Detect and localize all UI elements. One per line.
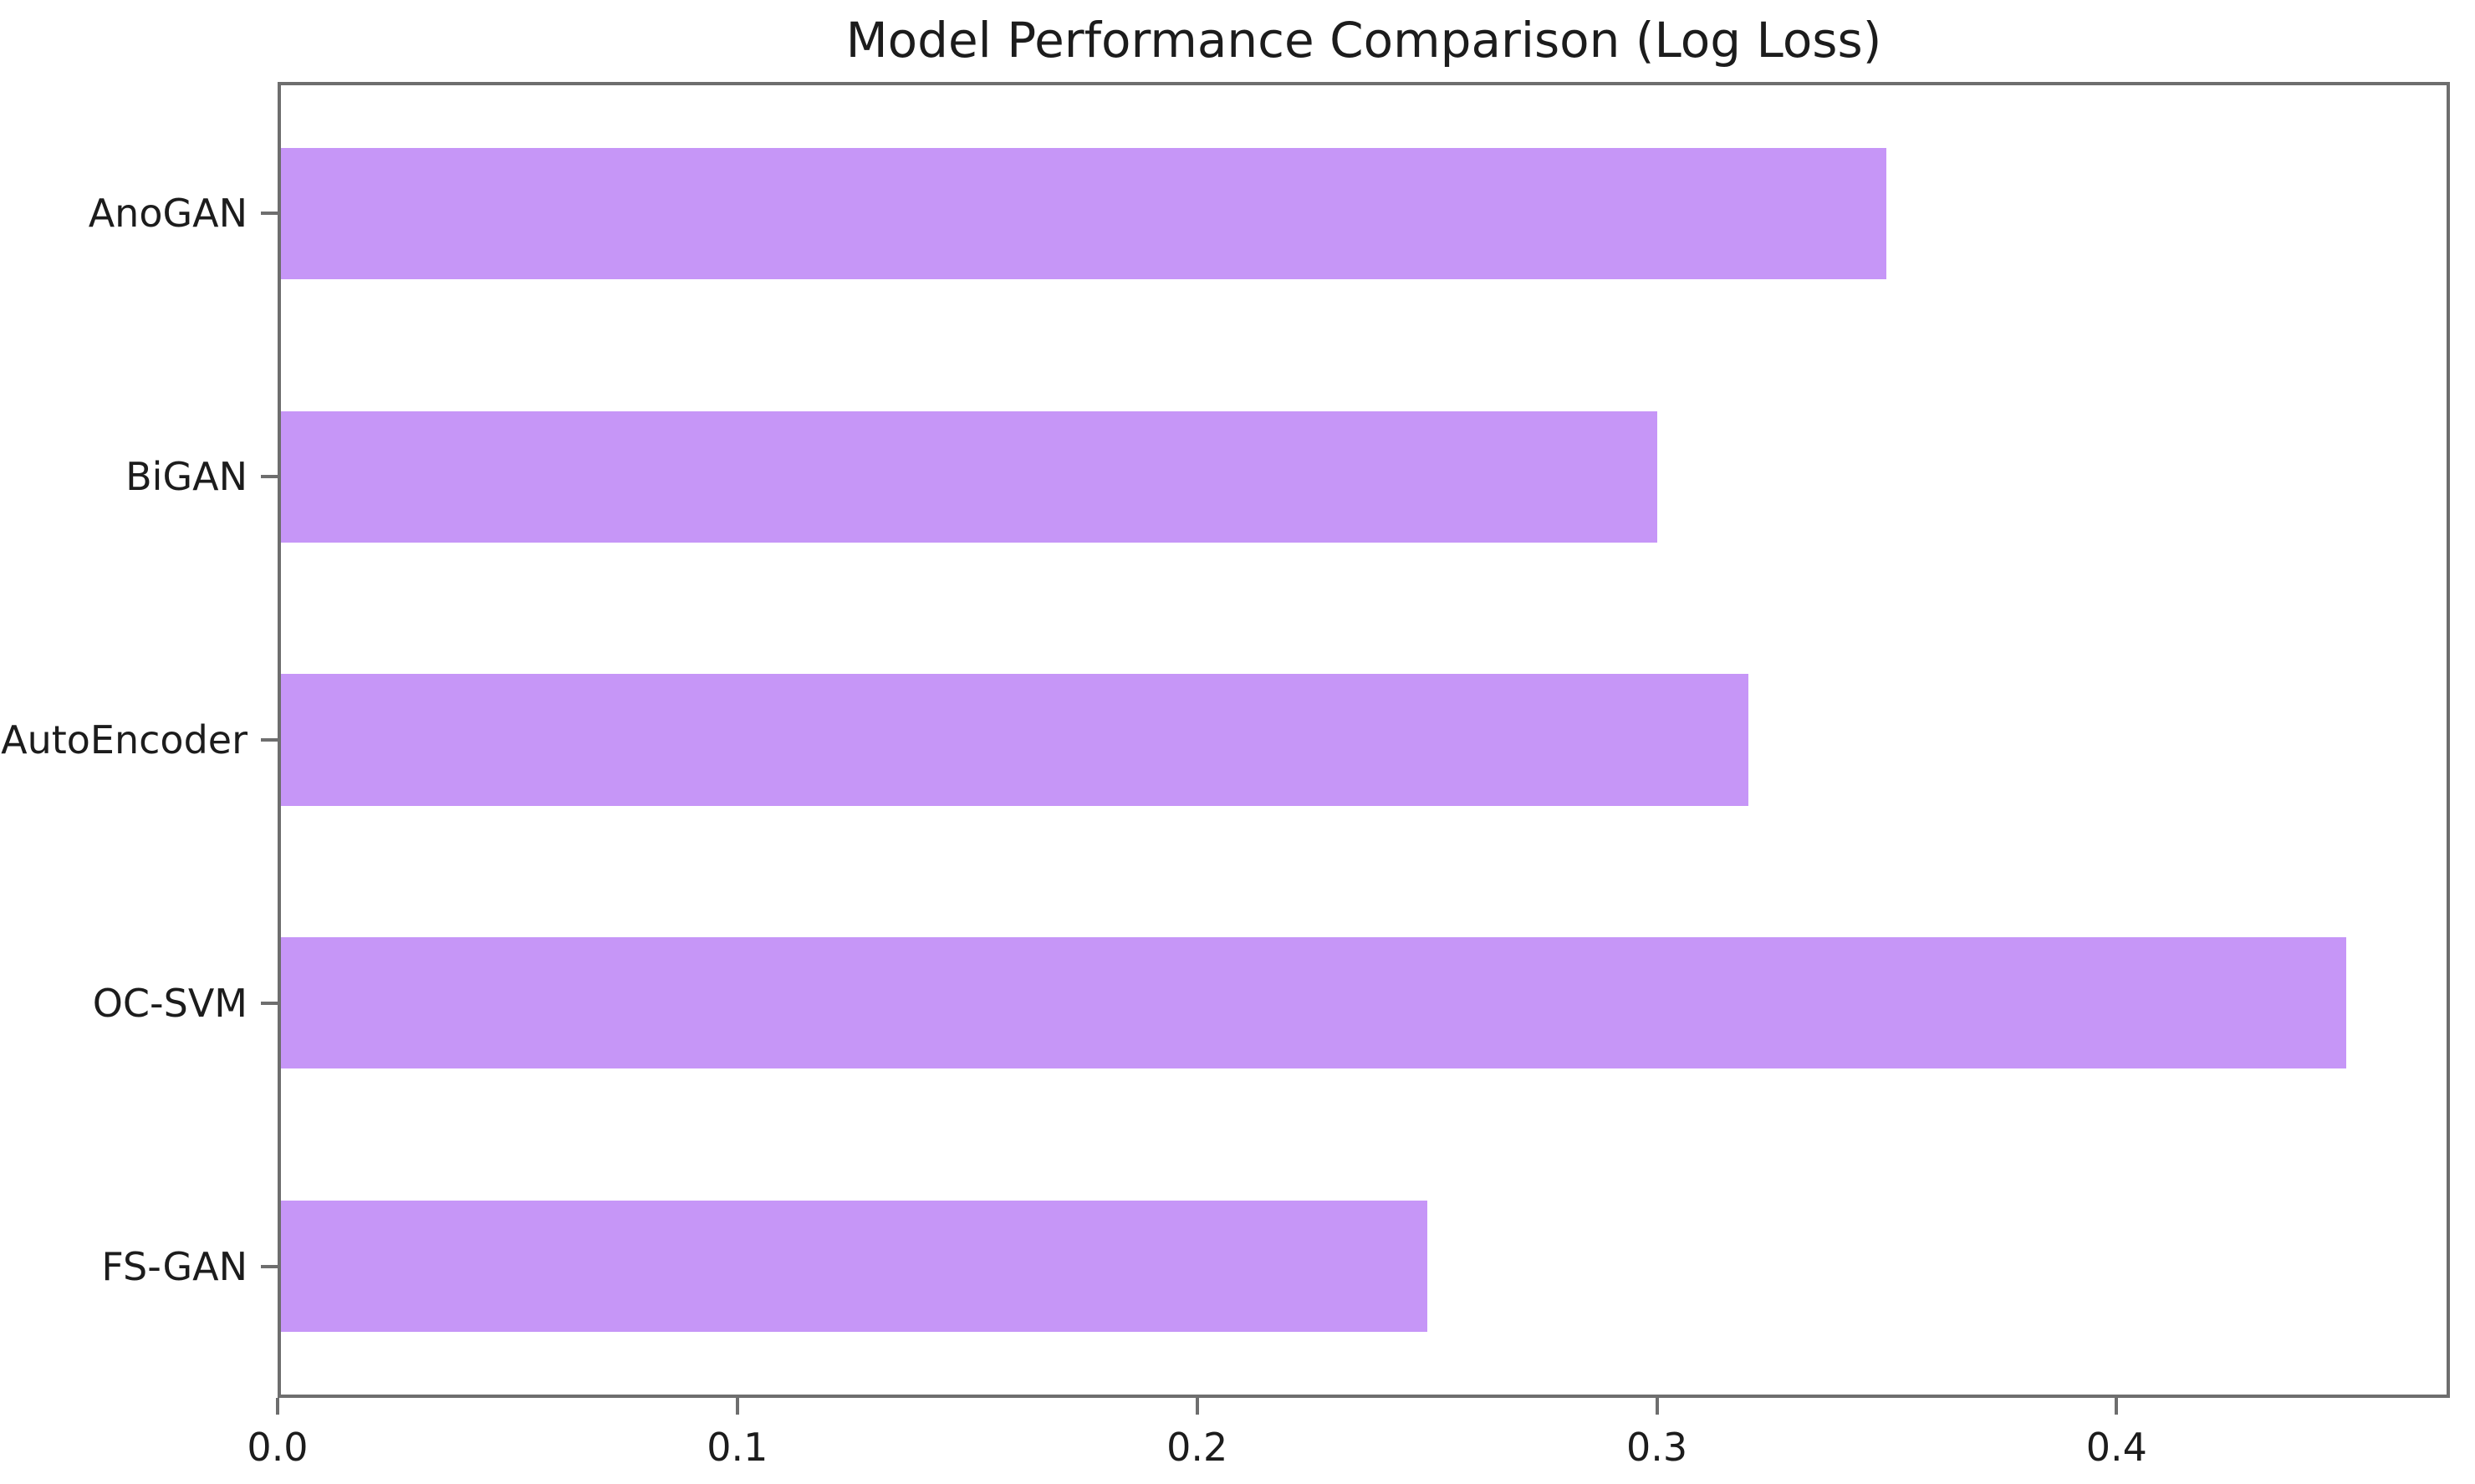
y-tick-label: BiGAN (125, 454, 248, 500)
x-tick-label: 0.4 (2085, 1425, 2147, 1470)
y-tick-mark (261, 475, 278, 479)
bar-anogan (278, 147, 1887, 280)
bar-fs-gan (278, 1200, 1427, 1333)
x-tick-mark (1655, 1398, 1659, 1415)
y-tick-mark (261, 738, 278, 742)
x-tick-mark (276, 1398, 279, 1415)
plot-area (278, 82, 2450, 1398)
x-tick-mark (2115, 1398, 2119, 1415)
x-tick-mark (1195, 1398, 1199, 1415)
x-tick-label: 0.0 (247, 1425, 309, 1470)
y-tick-mark (261, 212, 278, 216)
x-tick-mark (735, 1398, 739, 1415)
y-tick-label: AutoEncoder (1, 717, 248, 762)
y-tick-label: AnoGAN (88, 191, 248, 237)
bar-oc-svm (278, 937, 2347, 1069)
y-tick-mark (261, 1264, 278, 1268)
x-tick-label: 0.3 (1625, 1425, 1688, 1470)
y-tick-mark (261, 1001, 278, 1005)
y-tick-label: FS-GAN (101, 1243, 248, 1289)
bar-autoencoder (278, 674, 1749, 806)
chart-title: Model Performance Comparison (Log Loss) (845, 12, 1882, 69)
y-tick-label: OC-SVM (92, 980, 248, 1026)
bar-bigan (278, 411, 1657, 543)
x-tick-label: 0.1 (707, 1425, 768, 1470)
x-tick-label: 0.2 (1166, 1425, 1228, 1470)
